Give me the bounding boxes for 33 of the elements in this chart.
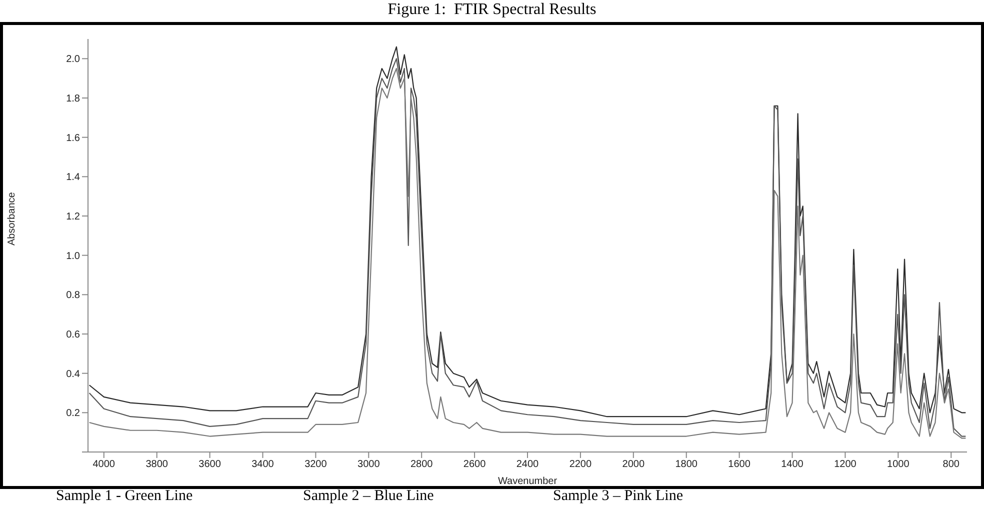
- y-tick-label: 0.2: [66, 408, 80, 420]
- y-tick-label: 1.2: [66, 212, 80, 223]
- x-tick-label: 1400: [781, 459, 804, 470]
- text: Sample 1 - Green Line: [56, 488, 193, 505]
- x-tick-label: 3000: [358, 459, 380, 470]
- text: Sample 2 – Blue Line: [303, 488, 434, 505]
- x-tick-label: 2000: [622, 459, 645, 470]
- x-tick-label: 2200: [569, 459, 592, 470]
- y-tick-label: 0.6: [66, 330, 80, 341]
- y-tick-label: 1.4: [66, 172, 80, 184]
- x-tick-label: 2800: [410, 459, 434, 470]
- x-tick-label: 3800: [146, 459, 168, 470]
- y-tick-label: 1.0: [66, 250, 80, 262]
- x-tick-label: 4000: [92, 459, 116, 470]
- x-tick-label: 3400: [252, 459, 274, 470]
- x-tick-label: 800: [942, 459, 960, 470]
- y-axis-title: Absorbance: [6, 192, 18, 246]
- text: Sample 3 – Pink Line: [553, 488, 683, 505]
- x-tick-label: 1200: [834, 459, 857, 470]
- y-tick-label: 1.8: [66, 94, 80, 105]
- x-axis-title: Wavenumber: [498, 476, 558, 487]
- x-tick-label: 1800: [675, 459, 698, 470]
- x-tick-label: 3600: [198, 459, 222, 470]
- x-tick-label: 1000: [887, 459, 910, 470]
- y-tick-label: 0.8: [66, 290, 80, 302]
- y-tick-label: 1.6: [66, 132, 80, 144]
- x-tick-label: 2400: [516, 459, 540, 470]
- y-tick-label: 0.4: [66, 368, 80, 380]
- chart-title: Figure 1: FTIR Spectral Results: [386, 1, 598, 19]
- x-tick-label: 1600: [728, 459, 751, 470]
- x-tick-label: 2600: [463, 459, 486, 470]
- x-tick-label: 3200: [304, 459, 328, 470]
- y-tick-label: 2.0: [66, 54, 80, 66]
